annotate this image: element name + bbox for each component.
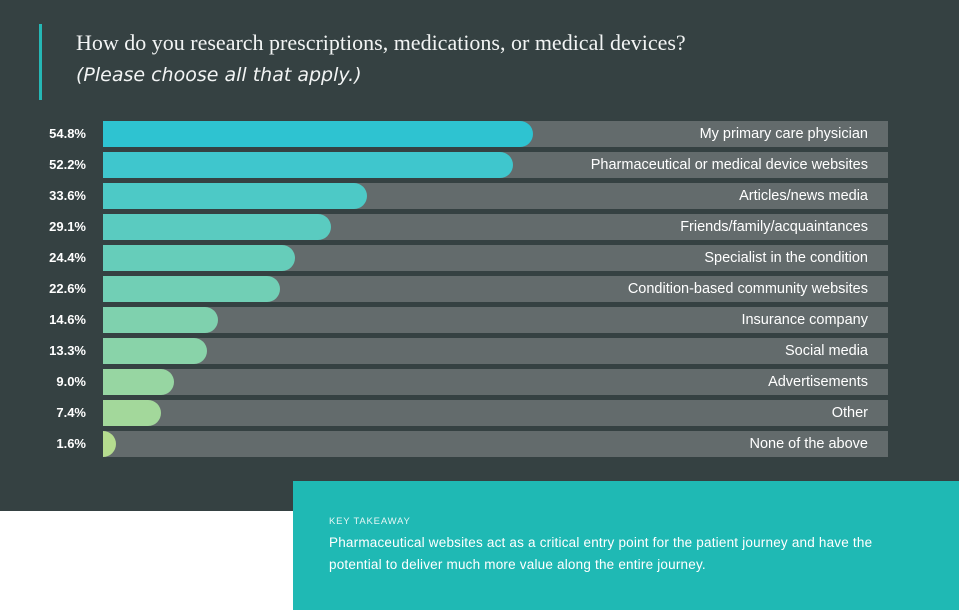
bar-track: Articles/news media <box>103 183 888 209</box>
bar-value-label: 13.3% <box>49 343 86 358</box>
bar-value-label: 9.0% <box>56 374 86 389</box>
bar-track: None of the above <box>103 431 888 457</box>
bar-chart: 54.8% My primary care physician 52.2% Pharm… <box>0 121 959 457</box>
bar-track: Insurance company <box>103 307 888 333</box>
bar <box>103 307 218 333</box>
bar-row: 54.8% My primary care physician <box>0 121 959 147</box>
bar-track: Specialist in the condition <box>103 245 888 271</box>
bar-category-label: Condition-based community websites <box>627 281 868 297</box>
bar-track: Pharmaceutical or medical device website… <box>103 152 888 178</box>
key-takeaway-box: KEY TAKEAWAY Pharmaceutical websites act… <box>293 481 959 610</box>
bar-category-label: Pharmaceutical or medical device website… <box>590 157 868 173</box>
bar <box>103 183 367 209</box>
bar-category-label: None of the above <box>749 436 868 452</box>
bar-category-label: Insurance company <box>741 312 868 328</box>
bar-row: 33.6% Articles/news media <box>0 183 959 209</box>
bar-row: 52.2% Pharmaceutical or medical device we… <box>0 152 959 178</box>
title-accent-line <box>39 24 42 100</box>
takeaway-label: KEY TAKEAWAY <box>329 516 411 527</box>
chart-subtitle: (Please choose all that apply.) <box>76 64 362 86</box>
bar-category-label: Specialist in the condition <box>704 250 868 266</box>
bar-category-label: Articles/news media <box>739 188 868 204</box>
chart-title: How do you research prescriptions, medic… <box>76 30 686 55</box>
bar-row: 13.3% Social media <box>0 338 959 364</box>
bar-category-label: Advertisements <box>768 374 868 390</box>
bar-track: Friends/family/acquaintances <box>103 214 888 240</box>
bar-value-label: 24.4% <box>49 250 86 265</box>
bar <box>103 152 513 178</box>
bar-row: 14.6% Insurance company <box>0 307 959 333</box>
bar <box>103 400 162 426</box>
bar <box>103 276 281 302</box>
bar-track: Other <box>103 400 888 426</box>
bar-track: Condition-based community websites <box>103 276 888 302</box>
bar-row: 7.4% Other <box>0 400 959 426</box>
bar <box>103 214 332 240</box>
bar-track: My primary care physician <box>103 121 888 147</box>
bar-category-label: Social media <box>784 343 868 359</box>
bar-value-label: 14.6% <box>49 312 86 327</box>
bar-track: Social media <box>103 338 888 364</box>
bar <box>103 245 295 271</box>
bar-category-label: My primary care physician <box>699 126 868 142</box>
bar-row: 9.0% Advertisements <box>0 369 959 395</box>
bar-row: 29.1% Friends/family/acquaintances <box>0 214 959 240</box>
bar-value-label: 29.1% <box>49 219 86 234</box>
bar-value-label: 52.2% <box>49 157 86 172</box>
bar-category-label: Other <box>831 405 868 421</box>
chart-panel: How do you research prescriptions, medic… <box>0 0 959 511</box>
bar <box>103 121 534 147</box>
bar-category-label: Friends/family/acquaintances <box>680 219 868 235</box>
bar-row: 24.4% Specialist in the condition <box>0 245 959 271</box>
takeaway-text: Pharmaceutical websites act as a critica… <box>329 535 873 572</box>
bar-value-label: 54.8% <box>49 126 86 141</box>
bar-row: 1.6% None of the above <box>0 431 959 457</box>
bar <box>103 338 208 364</box>
bar-value-label: 22.6% <box>49 281 86 296</box>
bar <box>103 369 174 395</box>
bar-value-label: 33.6% <box>49 188 86 203</box>
bar-value-label: 7.4% <box>56 405 86 420</box>
bar-row: 22.6% Condition-based community websites <box>0 276 959 302</box>
bar <box>103 431 116 457</box>
bar-track: Advertisements <box>103 369 888 395</box>
bar-value-label: 1.6% <box>56 436 86 451</box>
